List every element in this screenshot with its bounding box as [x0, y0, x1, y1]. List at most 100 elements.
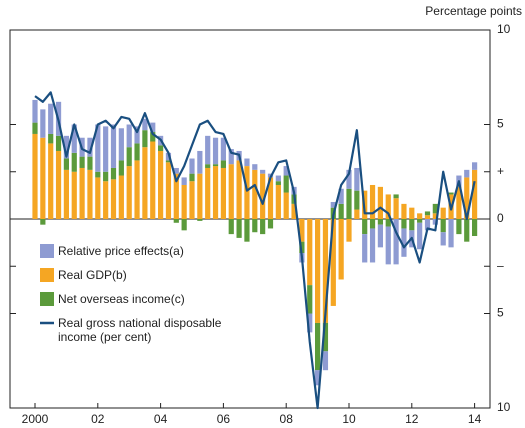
- bar: [401, 228, 407, 257]
- bar: [55, 135, 62, 151]
- bar: [354, 209, 360, 219]
- bar: [55, 150, 62, 219]
- bar: [377, 219, 383, 225]
- line: [34, 91, 476, 410]
- bar: [205, 164, 211, 168]
- bar: [346, 169, 352, 189]
- bar: [409, 207, 415, 219]
- bar: [456, 219, 462, 235]
- bar: [126, 147, 132, 167]
- bar: [79, 156, 85, 168]
- bar: [448, 192, 454, 195]
- bar: [330, 201, 336, 208]
- bar: [181, 219, 187, 231]
- bar: [291, 203, 297, 219]
- bar: [118, 175, 124, 219]
- bar: [417, 219, 423, 223]
- bar: [432, 219, 438, 225]
- bar: [63, 169, 69, 219]
- x-tick-label: 06: [217, 412, 231, 426]
- bar: [338, 203, 344, 219]
- bar: [362, 234, 368, 263]
- bar: [110, 167, 117, 180]
- bar: [63, 158, 69, 170]
- bar: [103, 171, 109, 182]
- bar: [464, 219, 470, 242]
- bar: [385, 226, 391, 265]
- bar: [40, 137, 46, 219]
- bar: [260, 169, 266, 174]
- bar: [369, 219, 376, 229]
- bar: [79, 167, 85, 219]
- bar: [275, 184, 281, 219]
- bar: [456, 186, 462, 219]
- bar: [315, 322, 321, 371]
- bar: [158, 145, 164, 151]
- bar: [181, 184, 187, 219]
- bar: [409, 219, 415, 231]
- y-tick-label: 5: [497, 117, 504, 131]
- bar: [220, 167, 226, 219]
- bar: [432, 213, 438, 219]
- bar: [322, 219, 329, 323]
- bar: [252, 219, 258, 233]
- bar: [432, 203, 438, 214]
- bar: [260, 173, 266, 219]
- bar: [150, 122, 156, 133]
- bar: [197, 219, 203, 221]
- bar: [369, 184, 376, 219]
- bar: [212, 166, 219, 219]
- bar: [95, 124, 101, 172]
- y-tick-label: 5: [497, 306, 504, 320]
- bar: [464, 169, 470, 178]
- bar: [472, 162, 478, 170]
- bar: [424, 215, 431, 219]
- bar: [330, 219, 336, 306]
- bar: [48, 133, 54, 144]
- legend-label: Real GDP(b): [58, 268, 127, 282]
- bar: [71, 171, 77, 219]
- bar: [401, 203, 407, 219]
- bar: [95, 177, 101, 219]
- bar: [244, 219, 250, 242]
- bar: [87, 169, 93, 219]
- x-tick-label: 14: [468, 412, 482, 426]
- legend-swatch: [40, 268, 54, 282]
- bar: [48, 103, 54, 134]
- bar: [142, 118, 148, 131]
- bar: [322, 322, 329, 352]
- bar: [212, 164, 219, 167]
- bar: [87, 156, 93, 170]
- bar: [134, 160, 140, 219]
- bar: [118, 160, 124, 176]
- bar: [205, 135, 211, 165]
- bar: [267, 219, 274, 229]
- bar: [134, 126, 140, 144]
- bar: [32, 99, 38, 123]
- bar: [377, 224, 383, 248]
- bar: [40, 109, 46, 138]
- bar: [103, 181, 109, 219]
- legend-swatch: [40, 292, 54, 306]
- bar: [212, 137, 219, 165]
- x-tick-label: 10: [342, 412, 356, 426]
- bar: [244, 158, 250, 167]
- bar: [173, 173, 179, 219]
- bar: [252, 164, 258, 170]
- bar: [307, 285, 313, 314]
- bar: [158, 150, 164, 219]
- bar: [283, 192, 289, 219]
- bar: [205, 167, 211, 219]
- bar: [110, 124, 117, 168]
- bar: [32, 122, 38, 134]
- y-axis-label: Percentage points: [425, 4, 522, 18]
- x-tick-label: 02: [91, 412, 105, 426]
- bar: [299, 219, 305, 242]
- bar: [346, 188, 352, 219]
- bar: [118, 128, 124, 161]
- bar: [424, 219, 431, 231]
- bar: [87, 137, 93, 157]
- legend-swatch: [40, 244, 54, 258]
- bar: [385, 194, 391, 219]
- bar: [150, 141, 156, 219]
